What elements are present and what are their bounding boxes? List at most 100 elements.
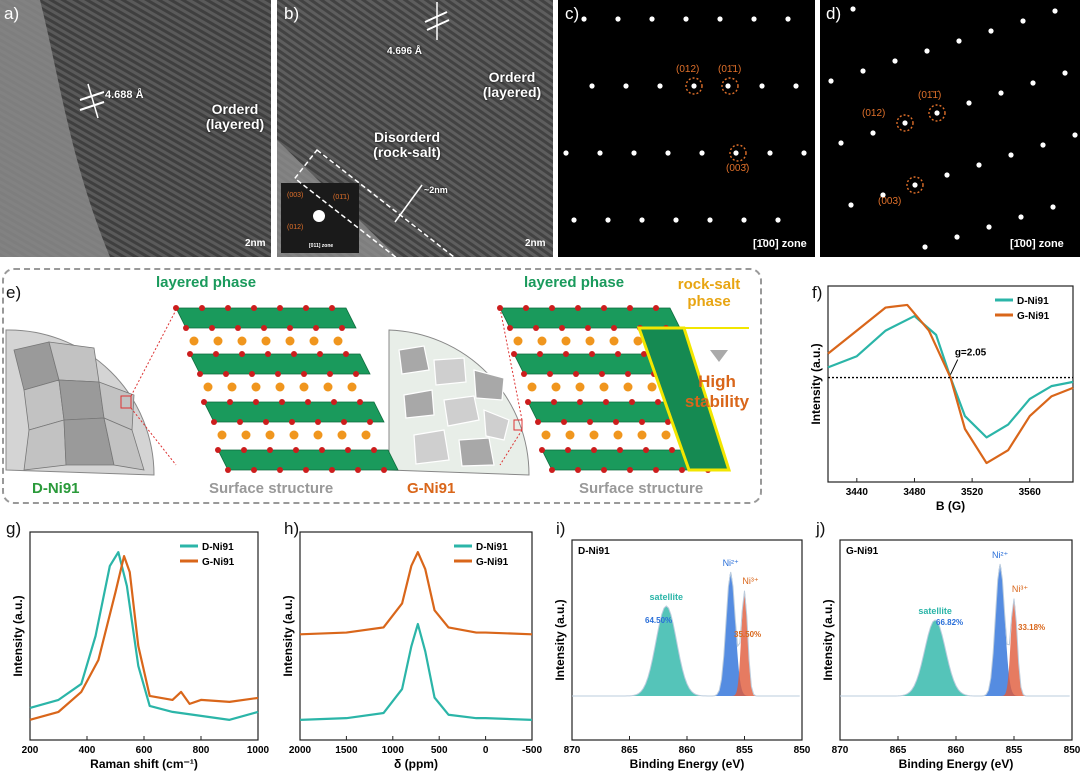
plot-frame	[571, 539, 803, 741]
chart-i: D-Ni91 870 865 860 855 850 Binding Energy (eV)…	[542, 520, 811, 779]
annotation-arrow	[950, 359, 959, 375]
diffraction-spot	[725, 83, 731, 89]
d-ni91-lithium-atom	[309, 336, 319, 346]
g-ni91-oxygen-atom	[599, 371, 605, 377]
x-tick-label: 850	[1064, 745, 1080, 756]
diffraction-spot	[902, 120, 908, 126]
zoom-line	[130, 407, 177, 466]
chart-f: 3440 3480 3520 3560 B (G) Intensity (a.u.) D-N…	[770, 268, 1080, 518]
schematic-right-sample: G-Ni91	[407, 480, 456, 497]
d-ni91-oxygen-atom	[237, 419, 243, 425]
diffraction-spot	[759, 83, 765, 89]
d-ni91-secondary-particle	[5, 309, 177, 476]
schematic-rocksalt: rock-salt phase	[677, 276, 741, 310]
peak-label-satellite: satellite	[650, 592, 684, 602]
tem-b-scale: 2nm	[525, 238, 546, 249]
d-ni91-oxygen-atom	[293, 447, 299, 453]
d-ni91-oxygen-atom	[249, 371, 255, 377]
d-ni91-oxygen-atom	[317, 351, 323, 357]
x-tick-label: 600	[136, 745, 153, 756]
g-ni91-oxygen-atom	[539, 447, 545, 453]
d-ni91-oxygen-atom	[173, 305, 179, 311]
x-tick-label: -500	[522, 745, 542, 756]
d-ni91-oxygen-layer	[175, 307, 357, 329]
g-ni91-lithium-atom	[661, 430, 671, 440]
d-ni91-oxygen-atom	[251, 305, 257, 311]
d-ni91-lithium-atom	[347, 382, 357, 392]
g-ni91-oxygen-atom	[603, 399, 609, 405]
d-ni91-oxygen-atom	[343, 351, 349, 357]
peak-label-satellite: satellite	[918, 606, 952, 616]
g-ni91-oxygen-atom	[549, 305, 555, 311]
g-ni91-oxygen-atom	[535, 419, 541, 425]
tem-image-b: 4.696 Å Orderd (layered) Disorderd (rock…	[277, 0, 553, 257]
xps-peak-2	[725, 592, 764, 696]
series-line-g-ni91	[299, 551, 533, 636]
diffraction-spot	[956, 38, 962, 44]
g-ni91-lithium-atom	[599, 382, 609, 392]
g-ni91-oxygen-atom	[587, 419, 593, 425]
g-ni91-lithium-atom	[551, 382, 561, 392]
g-ni91-oxygen-atom	[507, 325, 513, 331]
g-ni91-oxygen-atom	[617, 447, 623, 453]
saed-image-d: (012) (01̄1̄) (003) [1̄00] zone	[820, 0, 1080, 257]
d-ni91-oxygen-atom	[227, 399, 233, 405]
panel-label-i: i)	[556, 519, 566, 538]
x-tick-label: 0	[483, 745, 489, 756]
xps-peak-1	[972, 564, 1028, 696]
d-ni91-oxygen-atom	[215, 447, 221, 453]
g-ni91-lithium-atom	[613, 430, 623, 440]
diffraction-spot	[801, 150, 807, 156]
diffraction-spot	[988, 28, 994, 34]
chart-j-pct-ni3: 33.18%	[1018, 623, 1046, 632]
schematic-stability: High stability	[684, 372, 750, 411]
g-ni91-oxygen-atom	[639, 419, 645, 425]
diffraction-spot	[838, 140, 844, 146]
legend-label: G-Ni91	[202, 557, 235, 568]
d-ni91-oxygen-atom	[275, 371, 281, 377]
g-ni91-lithium-atom	[585, 336, 595, 346]
d-ni91-oxygen-atom	[313, 325, 319, 331]
tem-b-region-ordered: Orderd (layered)	[482, 69, 542, 100]
g-ni91-oxygen-layer	[499, 307, 681, 329]
peak-label-ni3: Ni³⁺	[742, 576, 758, 586]
zoom-line	[499, 307, 523, 421]
d-ni91-lithium-atom	[251, 382, 261, 392]
diffraction-spot	[1008, 152, 1014, 158]
zoom-line	[499, 429, 523, 466]
d-ni91-oxygen-atom	[235, 325, 241, 331]
d-ni91-oxygen-atom	[253, 399, 259, 405]
saed-c-spots	[563, 16, 807, 223]
tem-a-spacing: 4.688 Å	[105, 89, 144, 101]
d-ni91-lithium-atom	[261, 336, 271, 346]
tem-b-thickness: ~2nm	[424, 185, 448, 195]
primary-grain	[58, 379, 105, 421]
panel-label-a: a)	[4, 4, 20, 23]
d-ni91-oxygen-atom	[225, 305, 231, 311]
series-line-d-ni91	[827, 314, 1074, 439]
g-ni91-oxygen-atom	[551, 399, 557, 405]
diffraction-spot	[870, 130, 876, 136]
d-ni91-oxygen-atom	[287, 325, 293, 331]
g-ni91-lithium-atom	[565, 430, 575, 440]
d-ni91-oxygen-atom	[197, 371, 203, 377]
series-line-d-ni91	[29, 551, 259, 721]
chart-j: G-Ni91 870 865 860 855 850 Binding Energy (eV)…	[810, 520, 1080, 779]
y-axis-label: Intensity (a.u.)	[553, 599, 567, 680]
saed-d-spots	[828, 6, 1078, 250]
g-ni91-lithium-atom	[623, 382, 633, 392]
g-ni91-oxygen-atom	[615, 351, 621, 357]
d-ni91-oxygen-atom	[223, 371, 229, 377]
d-ni91-oxygen-atom	[261, 325, 267, 331]
g-ni91-oxygen-atom	[575, 305, 581, 311]
diffraction-spot	[954, 234, 960, 240]
x-tick-label: 870	[564, 745, 581, 756]
x-tick-label: 500	[431, 745, 448, 756]
chart-j-pct-ni2: 66.82%	[936, 618, 964, 627]
d-ni91-oxygen-atom	[211, 419, 217, 425]
panel-label-f: f)	[812, 283, 823, 302]
diffraction-spot	[986, 224, 992, 230]
x-axis-label: Binding Energy (eV)	[630, 757, 745, 771]
xps-sample-title: G-Ni91	[846, 546, 879, 557]
g-ni91-oxygen-atom	[665, 419, 671, 425]
